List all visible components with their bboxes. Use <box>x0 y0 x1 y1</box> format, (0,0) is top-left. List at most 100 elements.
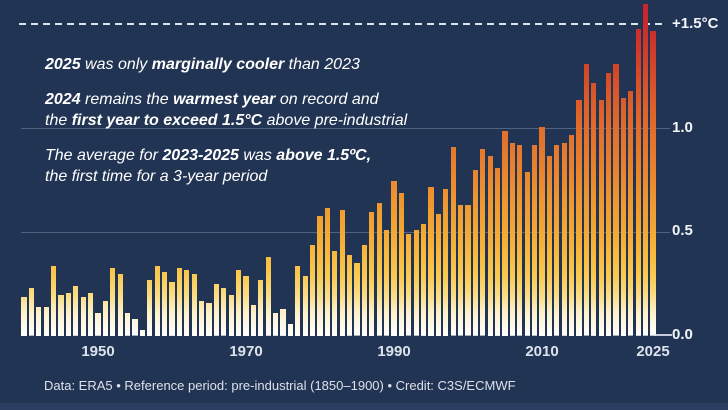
bar-1954 <box>124 313 131 336</box>
bar-2001 <box>472 170 478 336</box>
bar-1962 <box>184 269 190 336</box>
bar-2008 <box>524 172 530 336</box>
bar-1969 <box>235 269 242 336</box>
bar-2006 <box>509 143 515 336</box>
annotation-2024: 2024 remains the warmest year on record … <box>45 89 485 131</box>
bar-2002 <box>480 149 486 336</box>
bar-2021 <box>620 97 626 336</box>
annotation-text: the <box>45 112 72 129</box>
annotation-bold-text: above 1.5ºC, <box>276 147 372 164</box>
bar-2003 <box>487 155 493 336</box>
bar-2015 <box>576 99 582 336</box>
bar-2014 <box>568 134 575 336</box>
bar-1981 <box>324 207 330 336</box>
bar-2023 <box>635 29 641 336</box>
bar-1955 <box>132 319 138 336</box>
bar-1982 <box>332 251 338 336</box>
bar-1961 <box>176 267 182 336</box>
annotation-block: 2025 was only marginally cooler than 202… <box>45 54 485 201</box>
bar-1943 <box>43 307 49 336</box>
bottom-strip <box>0 403 728 410</box>
bar-1941 <box>28 288 34 336</box>
temperature-bars <box>21 0 661 336</box>
x-axis-label-1990: 1990 <box>377 343 411 360</box>
bar-1993 <box>413 230 419 336</box>
annotation-text: was <box>238 147 277 164</box>
bar-2025 <box>650 31 656 336</box>
threshold-1-5c-dashed-line <box>19 23 664 25</box>
bar-1950 <box>95 313 101 336</box>
bar-2022 <box>628 91 634 336</box>
bar-1960 <box>169 282 175 336</box>
y-axis-label-0.0: 0.0 <box>672 326 693 343</box>
bar-1998 <box>450 147 456 336</box>
bar-2005 <box>502 130 508 336</box>
bar-2009 <box>531 145 538 336</box>
annotation-2025: 2025 was only marginally cooler than 202… <box>45 54 485 75</box>
bar-1971 <box>250 304 256 336</box>
gridline-0.5 <box>21 231 670 233</box>
bar-1986 <box>361 244 367 336</box>
annotation-3yr-average: The average for 2023-2025 was above 1.5º… <box>45 145 485 187</box>
annotation-bold-text: 2025 <box>45 56 81 73</box>
annotation-text: the first time for a 3-year period <box>45 168 268 185</box>
bar-1966 <box>213 284 219 336</box>
zero-baseline-segment <box>654 334 672 336</box>
bar-1999 <box>457 205 464 336</box>
annotation-text: above pre-industrial <box>262 112 408 129</box>
bar-1951 <box>102 300 108 336</box>
bar-1983 <box>339 209 345 336</box>
x-axis-label-1950: 1950 <box>81 343 115 360</box>
bar-1985 <box>354 263 360 336</box>
bar-1958 <box>154 265 160 336</box>
annotation-text: remains the <box>80 91 174 108</box>
gridline-1.0 <box>21 128 670 130</box>
bar-1990 <box>391 180 397 336</box>
bar-2007 <box>517 145 523 336</box>
bar-1974 <box>272 313 279 336</box>
y-axis-label-+1.5°C: +1.5°C <box>672 15 719 33</box>
bar-2000 <box>465 205 471 336</box>
annotation-text: was only <box>80 56 152 73</box>
bar-1945 <box>58 294 64 336</box>
bar-2012 <box>554 145 560 336</box>
bar-2004 <box>494 168 501 336</box>
bar-2016 <box>583 64 589 336</box>
bar-2018 <box>598 99 604 336</box>
bar-1947 <box>73 286 79 336</box>
bar-1952 <box>110 267 116 336</box>
bar-1979 <box>309 244 316 336</box>
x-axis-label-2025: 2025 <box>636 343 670 360</box>
bar-1996 <box>435 213 441 336</box>
x-axis-label-2010: 2010 <box>525 343 559 360</box>
bar-1995 <box>428 186 434 336</box>
bar-2017 <box>591 83 597 336</box>
bar-1959 <box>161 271 168 336</box>
bar-1968 <box>228 294 234 336</box>
bar-1980 <box>317 215 323 336</box>
bar-1967 <box>221 288 227 336</box>
x-axis-label-1970: 1970 <box>229 343 263 360</box>
bar-2011 <box>546 155 552 336</box>
annotation-text: The average for <box>45 147 163 164</box>
bar-1944 <box>50 265 57 336</box>
annotation-bold-text: first year to exceed 1.5°C <box>71 112 263 129</box>
annotation-bold-text: 2023-2025 <box>162 147 239 164</box>
annotation-text: than 2023 <box>284 56 360 73</box>
bar-1953 <box>117 273 123 336</box>
bar-1964 <box>198 300 205 336</box>
annotation-bold-text: marginally cooler <box>151 56 285 73</box>
bar-1963 <box>191 273 197 336</box>
bar-1988 <box>376 203 382 336</box>
bar-1946 <box>65 292 71 336</box>
bar-1987 <box>369 211 375 336</box>
bar-1970 <box>243 275 249 336</box>
bar-2013 <box>561 143 567 336</box>
annotation-bold-text: warmest year <box>173 91 276 108</box>
bar-1976 <box>287 323 293 336</box>
bar-1948 <box>80 296 86 336</box>
bar-1994 <box>420 224 427 336</box>
bar-1965 <box>206 302 212 336</box>
bar-2010 <box>539 126 545 336</box>
